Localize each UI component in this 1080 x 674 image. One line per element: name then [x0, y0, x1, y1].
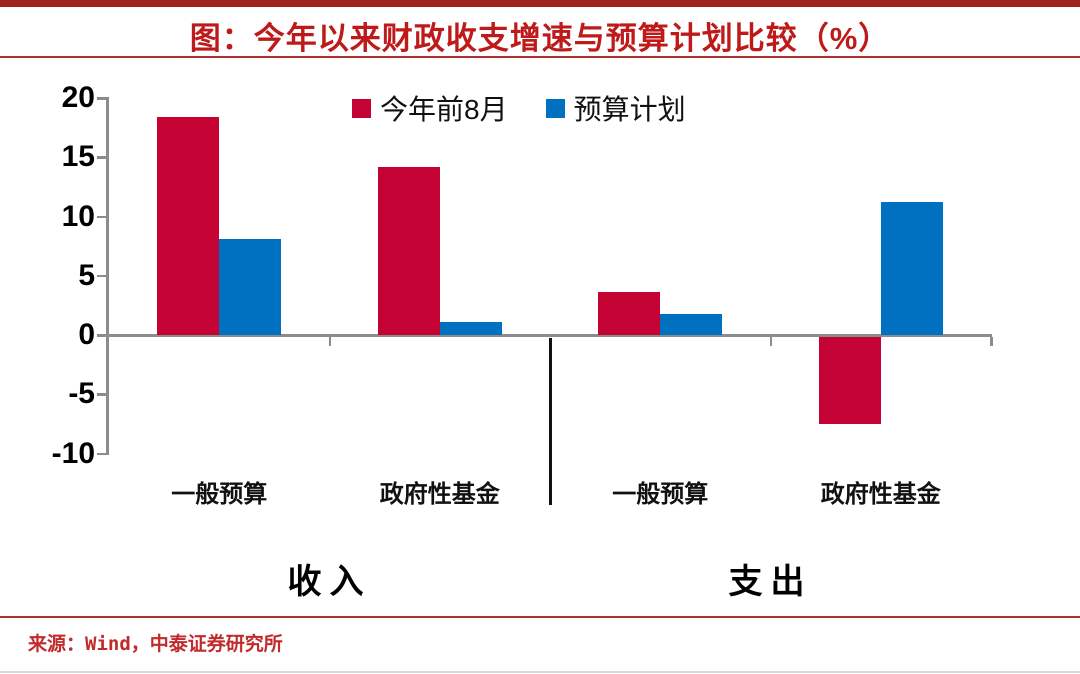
- chart-title: 图：今年以来财政收支增速与预算计划比较（%）: [189, 21, 891, 56]
- bar-预算计划-1: [439, 321, 502, 335]
- legend-label-budget: 预算计划: [573, 94, 686, 125]
- y-axis-line: [106, 97, 109, 455]
- source-note: 来源：Wind，中泰证券研究所: [28, 633, 283, 655]
- legend-item-budget: 预算计划: [545, 88, 686, 128]
- section-label: 支出: [728, 563, 813, 601]
- y-axis-tick: [97, 274, 106, 278]
- top-rule: [0, 0, 1080, 7]
- y-axis-tick: [97, 393, 106, 396]
- category-label: 一般预算: [612, 481, 709, 508]
- title-rule: [0, 56, 1080, 58]
- y-axis-label: 10: [61, 199, 95, 233]
- category-label: 政府性基金: [379, 481, 500, 508]
- section-label: 收入: [287, 563, 372, 601]
- y-axis-label: -10: [51, 436, 95, 470]
- section-divider-line: [548, 338, 552, 505]
- y-axis-label: 15: [61, 140, 95, 174]
- bar-今年前8月-2: [598, 292, 661, 335]
- category-label: 政府性基金: [820, 481, 941, 508]
- y-axis-tick: [97, 452, 106, 455]
- legend-swatch-actual-icon: [352, 98, 371, 118]
- legend-item-actual: 今年前8月: [352, 88, 508, 128]
- bar-今年前8月-3: [818, 337, 881, 424]
- y-axis-tick: [97, 156, 106, 159]
- bar-预算计划-3: [880, 202, 943, 335]
- bar-预算计划-0: [219, 239, 282, 335]
- bottom-edge-line: [0, 671, 1080, 673]
- x-axis-tick: [328, 337, 331, 346]
- x-axis-tick: [769, 337, 772, 346]
- bar-今年前8月-0: [157, 116, 220, 335]
- x-axis-line: [106, 334, 992, 337]
- y-axis-label: -5: [68, 377, 95, 411]
- bar-预算计划-2: [660, 313, 723, 335]
- y-axis-tick: [97, 215, 106, 218]
- legend-swatch-budget-icon: [545, 98, 565, 118]
- chart-legend: 今年前8月 预算计划: [352, 88, 686, 128]
- y-axis-label: 20: [61, 81, 95, 114]
- category-label: 一般预算: [171, 481, 268, 508]
- legend-label-actual: 今年前8月: [380, 94, 508, 125]
- y-axis-tick: [97, 334, 106, 337]
- y-axis-label: 5: [78, 258, 95, 292]
- bar-今年前8月-1: [377, 166, 440, 335]
- footer-rule: [0, 616, 1080, 618]
- x-axis-tick: [990, 337, 993, 346]
- y-axis-tick: [97, 97, 106, 100]
- y-axis-label: 0: [78, 318, 95, 351]
